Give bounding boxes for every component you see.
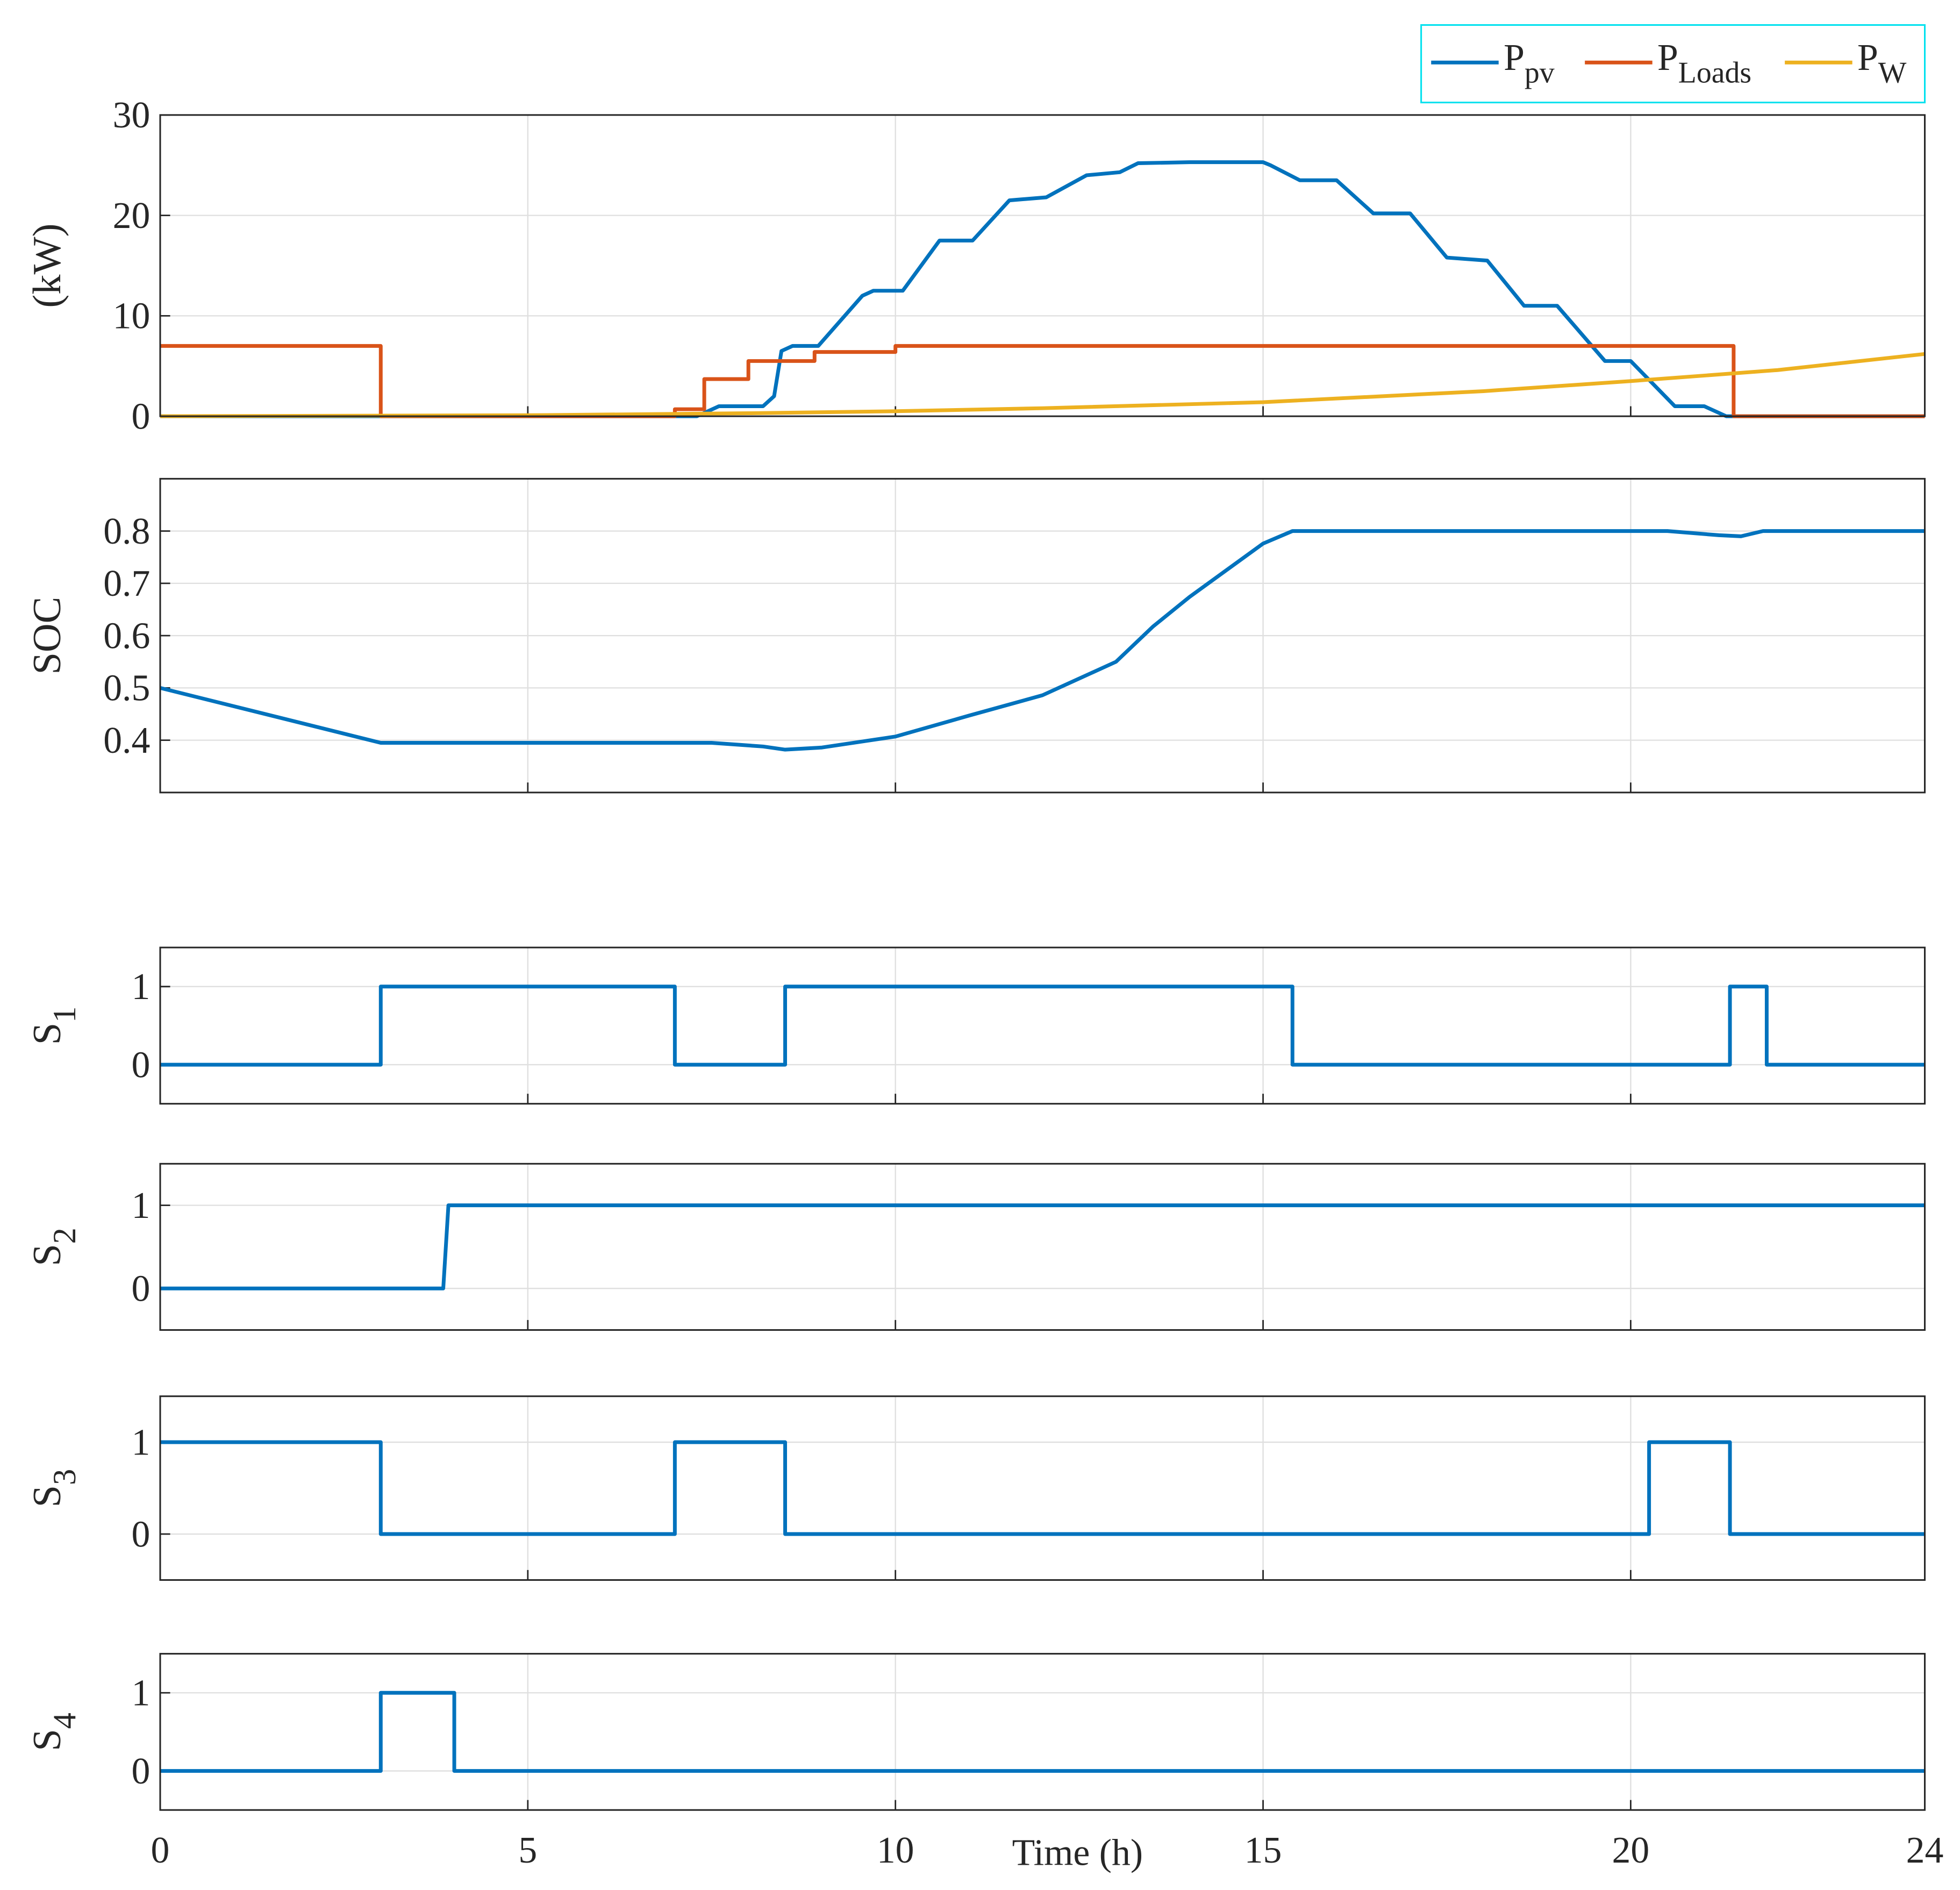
x-tick-label: 0 bbox=[151, 1830, 170, 1871]
y-axis-label-sub: 2 bbox=[47, 1228, 83, 1244]
legend-label: Ppv bbox=[1504, 37, 1555, 89]
x-tick-label: 5 bbox=[518, 1830, 537, 1871]
legend-label: PW bbox=[1857, 37, 1907, 89]
x-tick-label: 15 bbox=[1244, 1830, 1282, 1871]
y-axis-label: S3 bbox=[25, 1469, 83, 1508]
y-tick-label: 0.8 bbox=[103, 511, 150, 552]
y-tick-label: 0 bbox=[132, 396, 151, 437]
legend-label-main: P bbox=[1857, 37, 1878, 79]
y-tick-label: 0 bbox=[132, 1044, 151, 1086]
y-tick-label: 0.4 bbox=[103, 720, 150, 761]
y-axis-label: S4 bbox=[25, 1713, 83, 1751]
legend-label: PLoads bbox=[1657, 37, 1751, 89]
y-tick-label: 1 bbox=[132, 1673, 151, 1714]
y-axis-label: S2 bbox=[25, 1228, 83, 1266]
legend-label-sub: Loads bbox=[1678, 56, 1751, 89]
x-tick-label: 20 bbox=[1612, 1830, 1650, 1871]
y-tick-label: 0.7 bbox=[103, 563, 150, 604]
plot-frame bbox=[159, 946, 1926, 1105]
y-axis-label-main: S bbox=[25, 1244, 69, 1266]
x-tick-label: 10 bbox=[877, 1830, 914, 1871]
y-axis-label: S1 bbox=[25, 1007, 83, 1045]
data-line bbox=[160, 1691, 1925, 1773]
plot-frame bbox=[159, 114, 1926, 417]
y-axis-label-sub: 4 bbox=[47, 1713, 83, 1729]
y-tick-label: 10 bbox=[113, 296, 151, 337]
y-axis-label-sub: 1 bbox=[47, 1007, 83, 1023]
data-line bbox=[160, 160, 1925, 418]
y-tick-label: 0.5 bbox=[103, 668, 150, 709]
y-axis-label: (kW) bbox=[25, 224, 69, 308]
y-axis-label-main: S bbox=[25, 1023, 69, 1045]
legend-label-main: P bbox=[1657, 37, 1678, 79]
y-axis-label-main: (kW) bbox=[25, 224, 69, 308]
data-line bbox=[160, 985, 1925, 1067]
y-axis-label-main: S bbox=[25, 1485, 69, 1507]
plot-frame bbox=[159, 1395, 1926, 1581]
legend-label-sub: W bbox=[1878, 56, 1907, 89]
y-tick-label: 20 bbox=[113, 195, 151, 237]
plot-area bbox=[160, 947, 1925, 1104]
plot-area bbox=[160, 1396, 1925, 1580]
y-axis-label-main: SOC bbox=[25, 597, 69, 675]
legend-label-sub: pv bbox=[1525, 56, 1555, 89]
plot-area bbox=[160, 1653, 1925, 1810]
plot-frame bbox=[159, 1653, 1926, 1811]
y-tick-label: 30 bbox=[113, 95, 151, 136]
data-line bbox=[160, 1440, 1925, 1536]
data-line bbox=[160, 1203, 1925, 1290]
plot-area bbox=[160, 1164, 1925, 1330]
y-axis-label-main: S bbox=[25, 1729, 69, 1751]
plot-frame bbox=[159, 477, 1926, 794]
x-axis-label: Time (h) bbox=[1012, 1832, 1143, 1874]
y-axis-label-sub: 3 bbox=[47, 1469, 83, 1485]
data-line bbox=[160, 352, 1925, 418]
y-tick-label: 1 bbox=[132, 966, 151, 1008]
y-tick-label: 0 bbox=[132, 1514, 151, 1555]
data-line bbox=[160, 529, 1925, 752]
legend-label-main: P bbox=[1504, 37, 1525, 79]
y-tick-label: 0 bbox=[132, 1751, 151, 1792]
y-axis-label: SOC bbox=[25, 597, 69, 675]
y-tick-label: 0.6 bbox=[103, 615, 150, 657]
x-tick-label: 24 bbox=[1906, 1830, 1944, 1871]
y-tick-label: 1 bbox=[132, 1185, 151, 1226]
y-tick-label: 1 bbox=[132, 1422, 151, 1463]
y-tick-label: 0 bbox=[132, 1268, 151, 1309]
plot-frame bbox=[159, 1162, 1926, 1331]
plot-area bbox=[160, 115, 1925, 417]
